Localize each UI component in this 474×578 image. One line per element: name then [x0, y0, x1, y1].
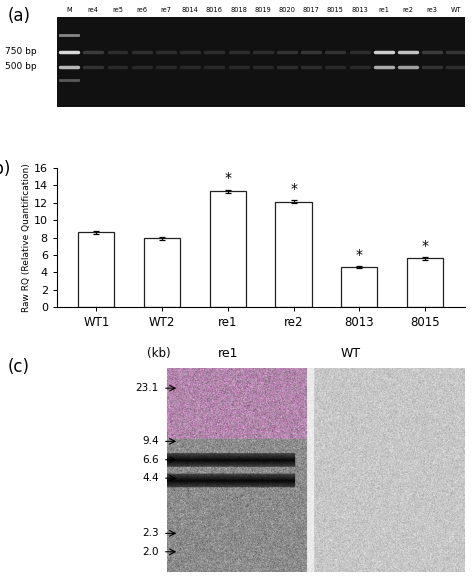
Text: 23.1: 23.1: [136, 383, 159, 393]
Text: 6.6: 6.6: [142, 455, 159, 465]
Text: re4: re4: [88, 7, 99, 13]
Text: 750 bp: 750 bp: [5, 47, 36, 56]
Text: 2.3: 2.3: [142, 528, 159, 538]
Text: WT: WT: [451, 7, 462, 13]
Bar: [407, 258, 443, 307]
Text: re1: re1: [218, 347, 238, 360]
Text: M: M: [66, 7, 72, 13]
Text: 8018: 8018: [230, 7, 247, 13]
Text: 500 bp: 500 bp: [5, 62, 36, 71]
Bar: [275, 202, 312, 307]
Text: (a): (a): [8, 6, 31, 24]
Text: re3: re3: [427, 7, 438, 13]
Text: *: *: [421, 239, 428, 253]
Text: *: *: [224, 171, 231, 185]
Text: 8014: 8014: [182, 7, 199, 13]
Text: 4.4: 4.4: [142, 473, 159, 483]
Bar: [210, 191, 246, 307]
Text: *: *: [356, 248, 363, 262]
Text: (kb): (kb): [147, 347, 171, 360]
Text: 8019: 8019: [255, 7, 271, 13]
Text: (b): (b): [0, 160, 11, 177]
Text: *: *: [290, 182, 297, 196]
Text: 8013: 8013: [351, 7, 368, 13]
Text: 8020: 8020: [278, 7, 295, 13]
Bar: [78, 232, 114, 307]
Text: re5: re5: [112, 7, 123, 13]
Bar: [341, 267, 377, 307]
Bar: [144, 238, 180, 307]
Text: 2.0: 2.0: [142, 547, 159, 557]
Text: re7: re7: [160, 7, 172, 13]
Text: 8017: 8017: [303, 7, 319, 13]
Y-axis label: Raw RQ (Relative Quantification): Raw RQ (Relative Quantification): [22, 163, 31, 312]
Text: re6: re6: [136, 7, 147, 13]
Text: 8015: 8015: [327, 7, 344, 13]
Text: WT: WT: [340, 347, 360, 360]
Text: 8016: 8016: [206, 7, 223, 13]
Text: re2: re2: [402, 7, 413, 13]
Text: re1: re1: [378, 7, 389, 13]
Text: 9.4: 9.4: [142, 436, 159, 446]
Text: (c): (c): [8, 358, 30, 376]
